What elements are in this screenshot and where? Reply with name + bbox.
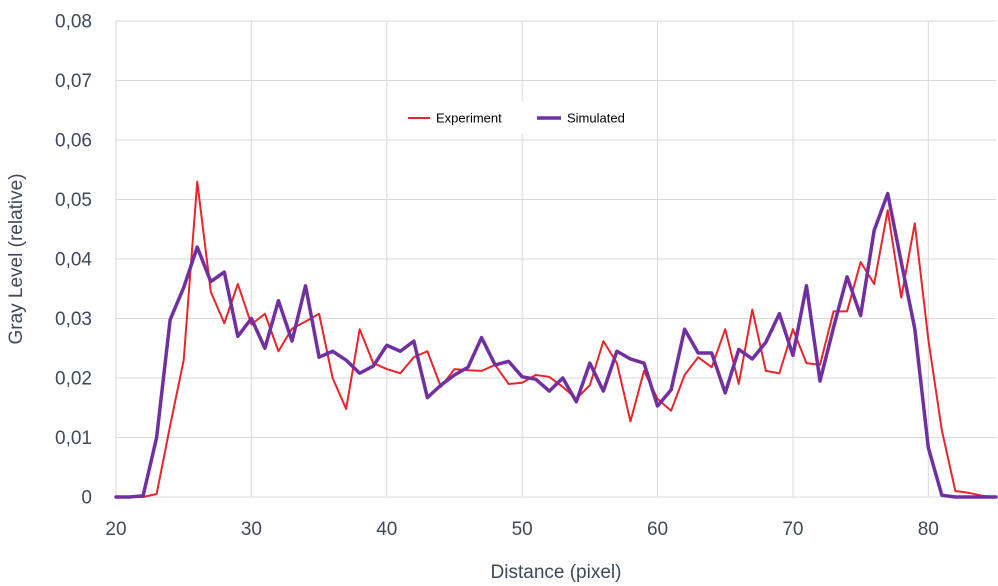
y-tick-label: 0,08: [55, 12, 92, 33]
legend-background: [395, 102, 650, 134]
tick-labels: 0 0,01 0,02 0,03 0,04 0,05 0,06 0,07 0,08 20 30 40 5…: [55, 12, 939, 541]
x-tick-label: 40: [376, 519, 397, 540]
y-tick-label: 0,01: [55, 428, 92, 449]
y-tick-label: 0: [81, 488, 92, 509]
x-tick-label: 70: [782, 519, 803, 540]
y-axis-title: Gray Level (relative): [6, 173, 27, 344]
y-tick-label: 0,05: [55, 190, 92, 211]
y-tick-label: 0,06: [55, 131, 92, 152]
y-tick-label: 0,04: [55, 250, 92, 271]
y-tick-label: 0,07: [55, 71, 92, 92]
series-line-experiment: [115, 180, 997, 498]
axes: [115, 21, 996, 498]
grid-lines: [116, 20, 996, 497]
x-tick-label: 30: [241, 519, 262, 540]
y-tick-label: 0,03: [55, 309, 92, 330]
legend-label-simulated: Simulated: [567, 111, 625, 126]
x-axis-title: Distance (pixel): [491, 562, 622, 583]
legend-label-experiment: Experiment: [436, 111, 502, 126]
series-line-simulated: [114, 191, 998, 499]
y-tick-label: 0,02: [55, 369, 92, 390]
x-tick-label: 20: [105, 519, 126, 540]
x-tick-label: 50: [512, 519, 533, 540]
x-tick-label: 60: [647, 519, 668, 540]
series-lines: [114, 180, 998, 499]
x-tick-label: 80: [918, 519, 939, 540]
legend: Experiment Simulated: [395, 102, 650, 134]
